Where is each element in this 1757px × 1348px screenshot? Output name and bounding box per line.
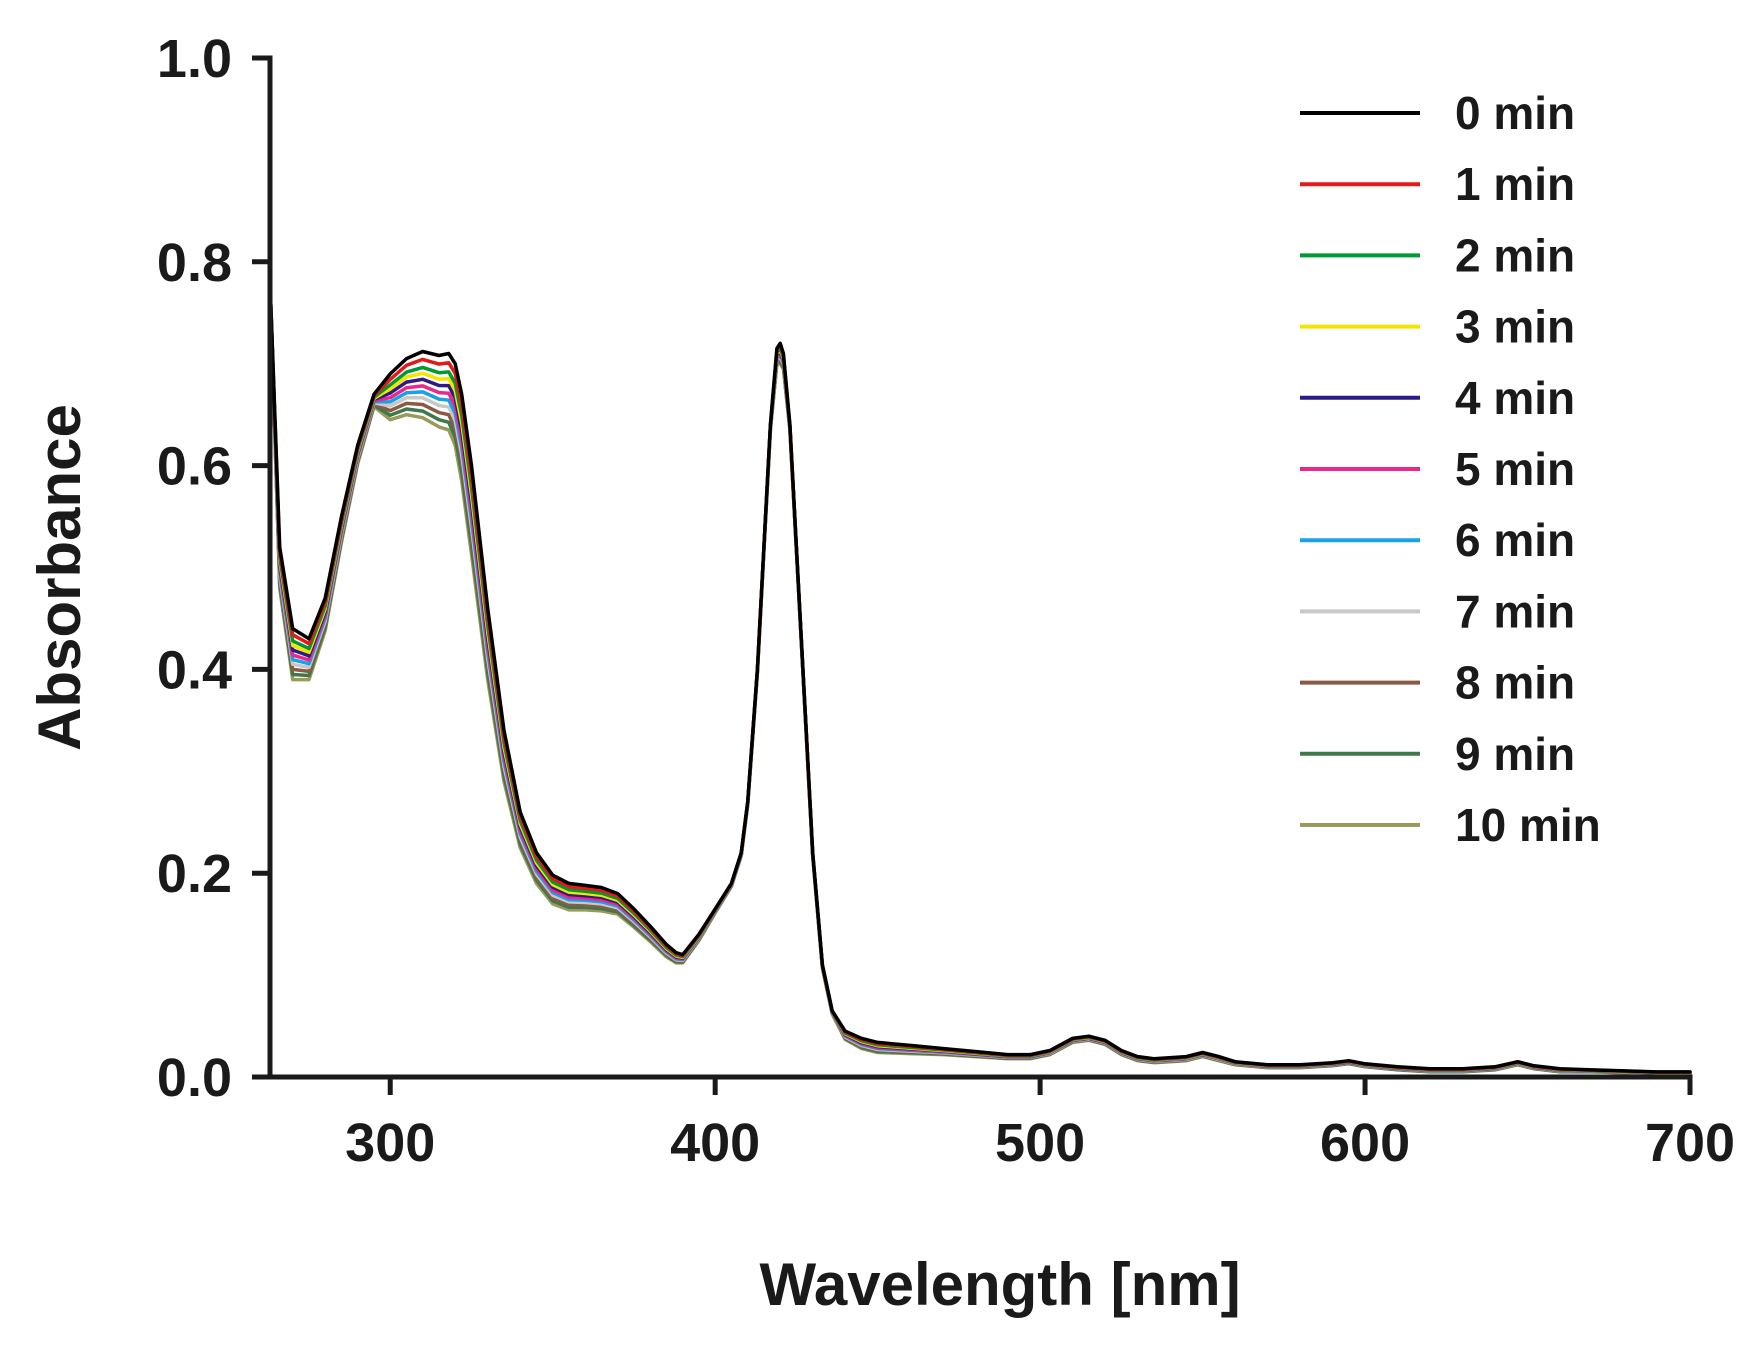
y-axis-title: Absorbance [26, 404, 93, 751]
axes-layer [267, 55, 1693, 1080]
legend-label: 6 min [1455, 514, 1575, 566]
x-axis-title: Wavelength [nm] [759, 1251, 1240, 1318]
legend-label: 9 min [1455, 728, 1575, 780]
legend-label: 8 min [1455, 657, 1575, 709]
legend-label: 7 min [1455, 585, 1575, 637]
x-tick-label: 500 [995, 1113, 1085, 1173]
x-tick-label: 400 [670, 1113, 760, 1173]
y-tick-label: 0.8 [157, 233, 232, 293]
series-line-0-min [268, 280, 1692, 1074]
ticks-layer: 0.0 0.2 0.4 0.6 0.8 1.0 300 400 500 600 700 [157, 29, 1735, 1173]
legend-label: 10 min [1455, 799, 1601, 851]
series-layer [268, 280, 1692, 1076]
y-tick-label: 0.2 [157, 844, 232, 904]
y-tick-label: 0.4 [157, 640, 232, 700]
y-tick-label: 1.0 [157, 29, 232, 89]
x-tick-label: 300 [345, 1113, 435, 1173]
y-tick-label: 0.0 [157, 1048, 232, 1108]
legend-label: 2 min [1455, 229, 1575, 281]
legend-label: 5 min [1455, 443, 1575, 495]
x-tick-label: 600 [1320, 1113, 1410, 1173]
y-tick-label: 0.6 [157, 437, 232, 497]
legend-label: 0 min [1455, 87, 1575, 139]
legend: 0 min 1 min 2 min 3 min 4 min 5 min 6 min 7 min… [1300, 87, 1601, 851]
legend-label: 4 min [1455, 372, 1575, 424]
legend-label: 3 min [1455, 301, 1575, 353]
x-tick-label: 700 [1645, 1113, 1735, 1173]
legend-label: 1 min [1455, 158, 1575, 210]
